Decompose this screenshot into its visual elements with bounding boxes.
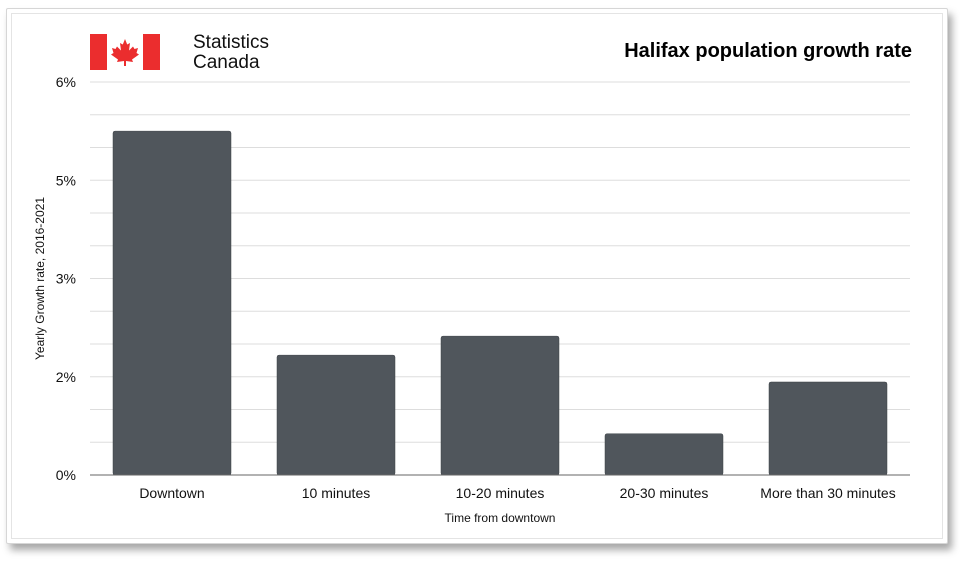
x-tick-label: 20-30 minutes bbox=[620, 485, 709, 501]
bar bbox=[276, 354, 396, 476]
y-axis-title: Yearly Growth rate, 2016-2021 bbox=[33, 197, 47, 360]
y-tick-label: 2% bbox=[56, 369, 76, 385]
x-tick-label: Downtown bbox=[139, 485, 204, 501]
bar bbox=[604, 433, 724, 476]
bar bbox=[768, 381, 888, 476]
chart-title: Halifax population growth rate bbox=[624, 40, 912, 62]
x-tick-label: 10 minutes bbox=[302, 485, 370, 501]
y-tick-label: 0% bbox=[56, 467, 76, 483]
y-tick-label: 5% bbox=[56, 172, 76, 188]
canada-flag-logo bbox=[90, 34, 160, 70]
y-tick-label: 6% bbox=[56, 74, 76, 90]
y-tick-label: 3% bbox=[56, 271, 76, 287]
x-tick-labels: Downtown 10 minutes 10-20 minutes 20-30 min… bbox=[139, 485, 895, 501]
flag-left-band bbox=[90, 34, 107, 70]
bar bbox=[112, 130, 232, 476]
bars bbox=[112, 130, 888, 476]
x-tick-label: 10-20 minutes bbox=[456, 485, 545, 501]
x-axis-title: Time from downtown bbox=[445, 511, 556, 525]
brand-name-line2: Canada bbox=[193, 52, 260, 73]
brand-name-line1: Statistics bbox=[193, 32, 270, 53]
bar bbox=[440, 335, 560, 476]
y-tick-labels: 0% 2% 3% 5% 6% bbox=[56, 74, 76, 483]
maple-leaf-icon bbox=[111, 39, 139, 66]
card-border bbox=[11, 13, 943, 539]
flag-right-band bbox=[143, 34, 160, 70]
x-tick-label: More than 30 minutes bbox=[760, 485, 895, 501]
brand-name: Statistics Canada bbox=[193, 33, 269, 73]
